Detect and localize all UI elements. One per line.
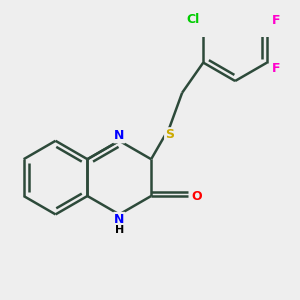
Text: Cl: Cl xyxy=(186,13,199,26)
Text: F: F xyxy=(272,14,281,27)
Text: H: H xyxy=(115,225,124,236)
Text: F: F xyxy=(272,61,281,75)
Text: S: S xyxy=(165,128,174,141)
Text: N: N xyxy=(114,129,124,142)
Text: N: N xyxy=(114,213,124,226)
Text: O: O xyxy=(191,190,202,202)
